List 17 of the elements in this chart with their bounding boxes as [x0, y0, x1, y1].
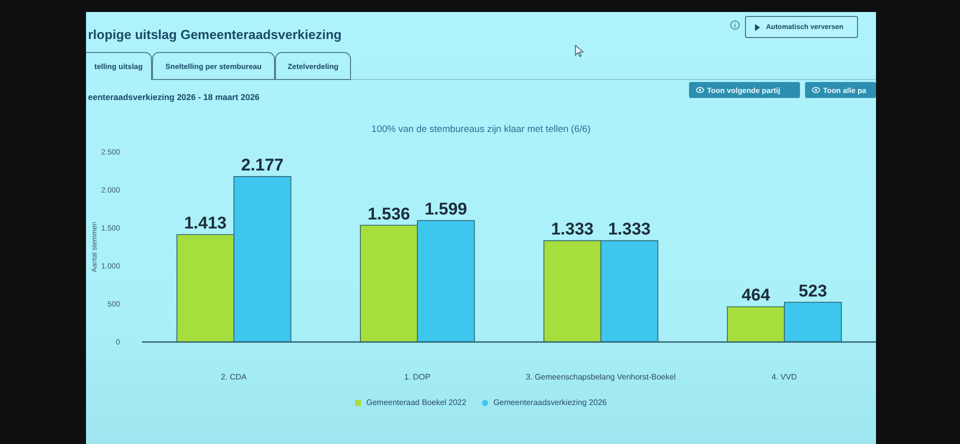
x-tick-label: 4. VVD	[772, 372, 798, 382]
text: eenteraadsverkiezing 2026 - 18 maart 2026	[88, 92, 260, 102]
data-label: 1.536	[368, 204, 410, 224]
data-label: 1.333	[551, 220, 594, 239]
chart-title: rlopige uitslag Gemeenteraadsverkiezing	[88, 27, 342, 42]
chart-subtitle: 100% van de stembureaus zijn klaar met tellen (6/6)	[370, 124, 592, 135]
x-tick-label: 2. CDA	[220, 372, 248, 382]
data-label: 523	[798, 281, 828, 300]
data-label: 2.177	[241, 156, 284, 175]
x-tick-label: 3. Gemeenschapsbelang Venhorst-Boekel	[526, 372, 676, 382]
data-label: 1.333	[608, 220, 651, 239]
x-tick-label: 1. DOP	[404, 372, 430, 382]
data-label: 1.413	[184, 214, 227, 233]
legend-label: Gemeenteraad Boekel 2022	[366, 398, 466, 407]
legend-label: Gemeenteraadsverkiezing 2026	[493, 398, 607, 407]
data-label: 464	[742, 286, 771, 305]
data-label: 1.599	[424, 199, 468, 218]
